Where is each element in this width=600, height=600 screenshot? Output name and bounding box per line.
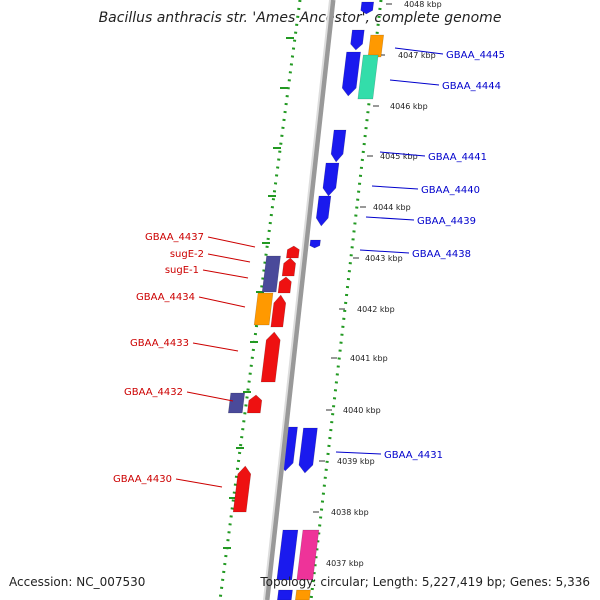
tick-label: 4048 kbp [404, 0, 442, 9]
tick-label: 4047 kbp [398, 51, 436, 60]
gene-labels: GBAA_4445 GBAA_4444 GBAA_4441 GBAA_4440 GBAA… [113, 50, 505, 485]
genome-backbone-highlight [263, 0, 331, 600]
tick-label: 4043 kbp [365, 254, 403, 263]
gene-label-GBAA_4445: GBAA_4445 [446, 50, 505, 61]
gene-label-GBAA_4434: GBAA_4434 [136, 292, 195, 303]
tick-label: 4038 kbp [331, 508, 369, 517]
leader-line [365, 216, 415, 221]
tick-label: 4040 kbp [343, 406, 381, 415]
gene-arrow-4430 [232, 465, 252, 513]
gene-label-GBAA_4440: GBAA_4440 [421, 185, 480, 196]
gene-arrow-sugE-2 [281, 257, 296, 277]
gene-arrow-4436 [261, 255, 281, 293]
dotted-tracks [218, 0, 383, 600]
gene-arrow-4432 [247, 394, 263, 414]
leader-line [175, 478, 223, 488]
gene-label-GBAA_4431: GBAA_4431 [384, 450, 443, 461]
map-title: Bacillus anthracis str. 'Ames Ancestor',… [98, 10, 502, 26]
gene-arrow-4444a [341, 51, 361, 97]
gene-label-GBAA_4438: GBAA_4438 [412, 249, 471, 260]
gene-arrow-4440 [322, 162, 340, 197]
gene-arrow-4429 [276, 529, 299, 581]
tick-label: 4046 kbp [390, 102, 428, 111]
gene-arrow-4433 [260, 331, 281, 383]
topology-info: Topology: circular; Length: 5,227,419 bp… [260, 575, 590, 589]
gene-arrow-4446 [360, 1, 375, 15]
gene-arrow-4426 [295, 589, 311, 600]
leader-line [371, 185, 419, 190]
gene-label-GBAA_4444: GBAA_4444 [442, 81, 501, 92]
leader-line [207, 253, 251, 263]
gene-label-sugE-2: sugE-2 [170, 249, 204, 260]
gene-arrow-4439 [315, 195, 332, 227]
gene-label-GBAA_4430: GBAA_4430 [113, 474, 172, 485]
tick-labels: 4048 kbp 4047 kbp 4046 kbp 4045 kbp 4044 kbp… [326, 0, 442, 568]
gene-arrow-4434 [253, 292, 274, 326]
gene-label-GBAA_4441: GBAA_4441 [428, 152, 487, 163]
gene-arrow-4435 [270, 294, 287, 328]
gene-arrow-4432b [228, 392, 246, 414]
gene-label-GBAA_4437: GBAA_4437 [145, 232, 204, 243]
leader-line [186, 391, 234, 402]
leader-line [389, 79, 440, 86]
gene-arrow-4428 [296, 529, 320, 581]
tick-label: 4044 kbp [373, 203, 411, 212]
label-leaders [175, 47, 444, 488]
tick-label: 4039 kbp [337, 457, 375, 466]
tick-label: 4041 kbp [350, 354, 388, 363]
tick-label: 4042 kbp [357, 305, 395, 314]
gene-arrow-4437 [286, 245, 300, 259]
genome-backbone [264, 0, 336, 600]
leader-line [207, 236, 256, 248]
dotted-track-0 [218, 0, 302, 600]
leader-line [394, 47, 444, 55]
gene-arrow-4431 [298, 427, 318, 474]
gene-arrow-sugE-1 [277, 276, 292, 294]
leader-line [192, 342, 239, 352]
gene-arrow-4445 [367, 34, 384, 58]
gene-arrow-4444 [357, 54, 379, 100]
gene-label-GBAA_4433: GBAA_4433 [130, 338, 189, 349]
gene-arrow-4438 [309, 239, 321, 249]
gene-label-sugE-1: sugE-1 [165, 265, 199, 276]
leader-line [202, 269, 249, 279]
gene-features [228, 1, 384, 600]
leader-line [379, 151, 426, 157]
accession-info: Accession: NC_007530 [9, 575, 146, 589]
gene-label-GBAA_4432: GBAA_4432 [124, 387, 183, 398]
gene-arrow-4427 [277, 589, 293, 600]
leader-line [198, 296, 246, 308]
leader-line [335, 451, 382, 455]
tick-label: 4045 kbp [380, 152, 418, 161]
gene-arrow-4441 [330, 129, 347, 163]
leader-line [359, 249, 410, 254]
gene-arrow-4445a [350, 29, 365, 51]
gene-label-GBAA_4439: GBAA_4439 [417, 216, 476, 227]
tick-label: 4037 kbp [326, 559, 364, 568]
